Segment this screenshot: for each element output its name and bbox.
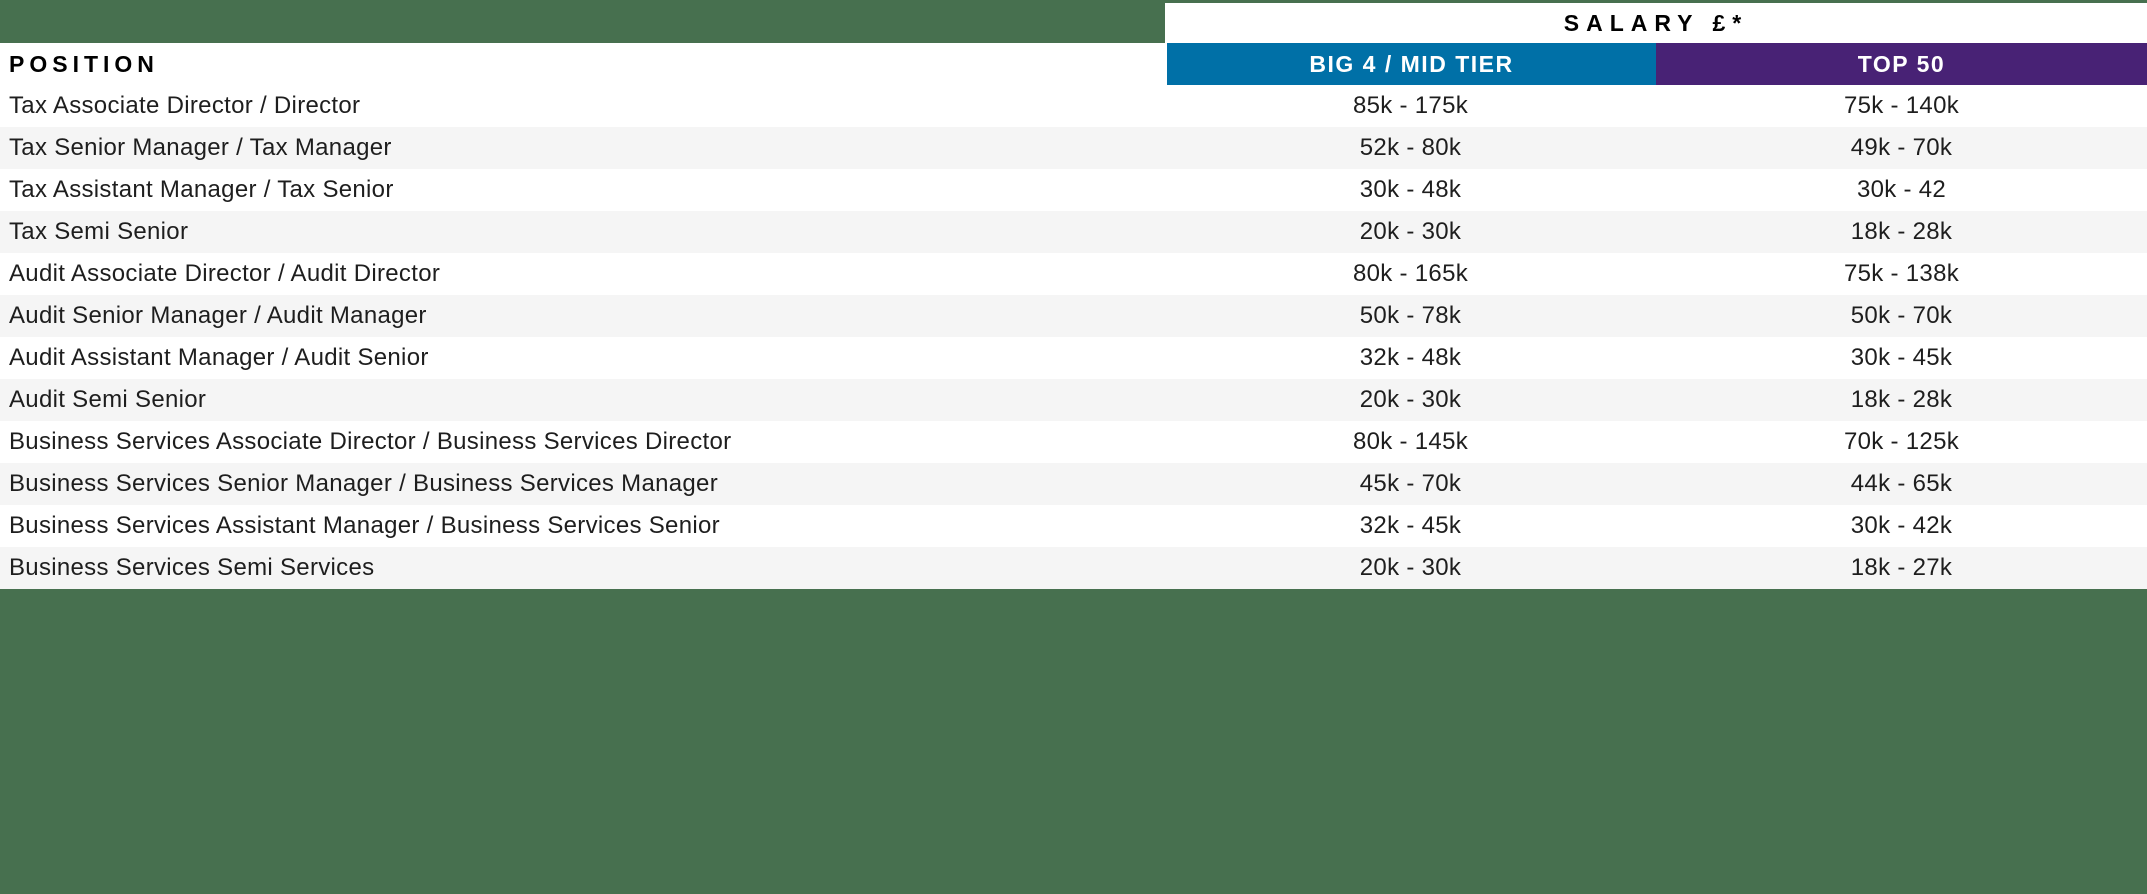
position-cell: Tax Senior Manager / Tax Manager — [9, 134, 392, 161]
big4-salary-cell: 85k - 175k — [1352, 92, 1469, 119]
big4-salary-cell: 32k - 45k — [1359, 512, 1462, 539]
table-row: Tax Senior Manager / Tax Manager 52k - 8… — [0, 127, 2147, 169]
top50-salary-cell: 30k - 42k — [1850, 512, 1953, 539]
top50-salary-cell: 18k - 28k — [1850, 218, 1953, 245]
position-cell: Audit Semi Senior — [9, 386, 207, 413]
big4-salary-cell: 20k - 30k — [1359, 386, 1462, 413]
table-row: Audit Associate Director / Audit Directo… — [0, 253, 2147, 295]
position-cell: Business Services Associate Director / B… — [9, 428, 732, 455]
table-row: Business Services Assistant Manager / Bu… — [0, 505, 2147, 547]
big4-salary-cell: 20k - 30k — [1359, 218, 1462, 245]
green-banner — [0, 3, 1165, 43]
table-row: Audit Semi Senior 20k - 30k 18k - 28k — [0, 379, 2147, 421]
position-column-header: POSITION — [0, 43, 1165, 85]
top50-salary-cell: 18k - 28k — [1850, 386, 1953, 413]
big4-salary-cell: 32k - 48k — [1359, 344, 1462, 371]
table-row: Business Services Senior Manager / Busin… — [0, 463, 2147, 505]
top50-salary-cell: 50k - 70k — [1850, 302, 1953, 329]
table-row: Business Services Associate Director / B… — [0, 421, 2147, 463]
big4-salary-cell: 20k - 30k — [1359, 554, 1462, 581]
position-cell: Business Services Assistant Manager / Bu… — [9, 512, 720, 539]
green-top-strip — [0, 0, 2147, 3]
salary-header: SALARY £* — [1165, 3, 2147, 43]
table-row: Audit Assistant Manager / Audit Senior 3… — [0, 337, 2147, 379]
big4-salary-cell: 45k - 70k — [1359, 470, 1462, 497]
position-cell: Business Services Senior Manager / Busin… — [9, 470, 718, 497]
table-row: Tax Associate Director / Director 85k - … — [0, 85, 2147, 127]
big4-salary-cell: 30k - 48k — [1359, 176, 1462, 203]
position-cell: Audit Senior Manager / Audit Manager — [9, 302, 427, 329]
big4-salary-cell: 80k - 165k — [1352, 260, 1469, 287]
top50-salary-cell: 30k - 45k — [1850, 344, 1953, 371]
big4-salary-cell: 50k - 78k — [1359, 302, 1462, 329]
position-cell: Tax Associate Director / Director — [9, 92, 361, 119]
salary-table: Tax Associate Director / Director 85k - … — [0, 85, 2147, 589]
top50-salary-cell: 75k - 140k — [1843, 92, 1960, 119]
top50-salary-cell: 70k - 125k — [1843, 428, 1960, 455]
top50-salary-cell: 18k - 27k — [1850, 554, 1953, 581]
position-cell: Business Services Semi Services — [9, 554, 375, 581]
position-cell: Audit Assistant Manager / Audit Senior — [9, 344, 429, 371]
position-cell: Audit Associate Director / Audit Directo… — [9, 260, 441, 287]
position-cell: Tax Assistant Manager / Tax Senior — [9, 176, 394, 203]
top50-salary-cell: 49k - 70k — [1850, 134, 1953, 161]
top50-salary-cell: 75k - 138k — [1843, 260, 1960, 287]
big4-mid-tier-column-header: BIG 4 / MID TIER — [1167, 43, 1656, 85]
green-footer — [0, 589, 2147, 894]
big4-salary-cell: 52k - 80k — [1359, 134, 1462, 161]
table-row: Tax Semi Senior 20k - 30k 18k - 28k — [0, 211, 2147, 253]
top50-salary-cell: 30k - 42 — [1856, 176, 1947, 203]
table-row: Tax Assistant Manager / Tax Senior 30k -… — [0, 169, 2147, 211]
table-row: Business Services Semi Services 20k - 30… — [0, 547, 2147, 589]
top50-salary-cell: 44k - 65k — [1850, 470, 1953, 497]
top50-column-header: TOP 50 — [1656, 43, 2147, 85]
table-row: Audit Senior Manager / Audit Manager 50k… — [0, 295, 2147, 337]
column-header-row: POSITION BIG 4 / MID TIER TOP 50 — [0, 43, 2147, 85]
position-cell: Tax Semi Senior — [9, 218, 189, 245]
big4-salary-cell: 80k - 145k — [1352, 428, 1469, 455]
